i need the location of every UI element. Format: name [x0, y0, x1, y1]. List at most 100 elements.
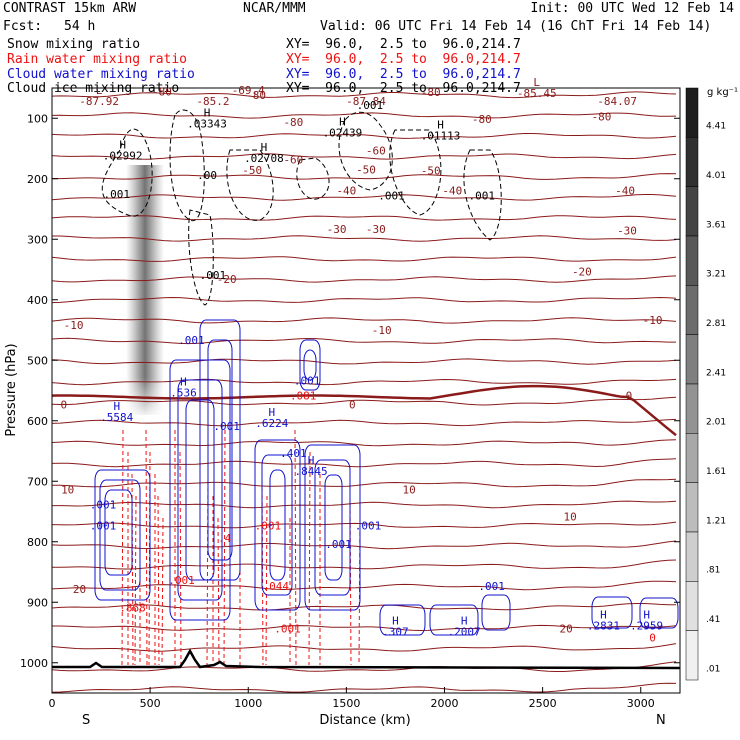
temperature-label: 0 [60, 399, 67, 412]
colorbar-swatch [685, 235, 699, 286]
contour-value-label: .5584 [100, 411, 133, 424]
extremum-mark: L [96, 84, 103, 97]
cloud-contour [481, 594, 511, 631]
isotherm [52, 358, 677, 365]
ice-contour [101, 128, 153, 217]
colorbar-label: 1.21 [706, 516, 726, 526]
extremum-mark: L [533, 76, 540, 89]
isotherm [52, 133, 677, 139]
contour-value-label: .868 [119, 601, 146, 614]
contour-value-label: .001 [200, 269, 227, 282]
isotherm [52, 500, 677, 509]
y-tick-label: 600 [27, 415, 48, 428]
contour-value-label: .00 [197, 169, 217, 182]
cloud-contour [324, 474, 343, 581]
colorbar-swatch [685, 630, 699, 681]
contour-value-label: .8445 [294, 465, 327, 478]
ice-contour [463, 149, 502, 241]
contour-value-label: .001 [469, 189, 496, 202]
extremum-mark: H [461, 615, 468, 628]
isotherm [52, 478, 677, 488]
temperature-isotherms [52, 91, 677, 693]
contour-value-label: .001 [90, 520, 117, 533]
isotherm [52, 317, 677, 324]
ice-contour [389, 129, 442, 216]
contour-value-label: .001 [355, 520, 382, 533]
isotherm-zero [52, 384, 677, 437]
plot-frame [51, 87, 681, 694]
init-time: Init: 00 UTC Wed 12 Feb 14 [530, 1, 735, 16]
contour-value-label: -84.07 [597, 95, 637, 108]
rain-contour [217, 517, 220, 666]
contour-value-label: -85.2 [196, 95, 229, 108]
field-rain-xy: XY= 96.0, 2.5 to 96.0,214.7 [286, 52, 521, 67]
x-end-left: S [82, 713, 90, 728]
isotherm [52, 580, 677, 591]
colorbar-swatch [685, 383, 699, 434]
isotherm [52, 378, 677, 386]
isotherm [52, 682, 677, 693]
contour-value-label: .02708 [244, 152, 284, 165]
y-tick-label: 1000 [20, 657, 48, 670]
contour-value-label: .044 [262, 580, 289, 593]
temperature-label: -40 [442, 184, 462, 197]
temperature-label: 0 [349, 399, 356, 412]
colorbar-swatch [685, 87, 699, 138]
isotherm [52, 540, 677, 550]
contour-value-label: -85.45 [517, 87, 557, 100]
colorbar: 4.41 4.01 3.61 3.21 2.81 2.41 2.01 1.61 1.21 .81.… [685, 87, 726, 681]
contour-value-label: .2831 [587, 619, 620, 632]
x-tick-label: 0 [49, 697, 56, 710]
colorbar-swatch [685, 482, 699, 533]
extremum-mark: H [268, 406, 275, 419]
cloud-contour [207, 339, 233, 561]
isotherm [52, 337, 676, 345]
isotherm [52, 235, 677, 242]
colorbar-label: .01 [706, 664, 720, 674]
x-axis-label: Distance (km) [319, 713, 410, 728]
rain-contour [145, 429, 148, 666]
isotherm [52, 296, 677, 304]
y-axis-label: Pressure (hPa) [4, 343, 19, 436]
y-tick-label: 100 [27, 112, 48, 125]
field-cloudwater-name: Cloud water mixing ratio [7, 67, 195, 82]
x-tick-label: 3000 [627, 697, 655, 710]
colorbar-label: 3.21 [706, 270, 726, 280]
colorbar-swatch [685, 531, 699, 582]
isotherm [52, 661, 677, 672]
y-tick-label: 900 [27, 596, 48, 609]
contour-value-label: .001 [104, 188, 131, 201]
extremum-mark: H [261, 141, 268, 154]
isotherm [52, 215, 677, 221]
temperature-label: -50 [421, 165, 441, 178]
cloud-contour [94, 469, 151, 601]
contour-value-label: .307 [382, 626, 409, 639]
cloud-contour [591, 596, 633, 629]
field-snow-name: Snow mixing ratio [7, 37, 141, 52]
temperature-label: -80 [472, 113, 492, 126]
x-end-right: N [656, 713, 666, 728]
colorbar-label: 1.61 [706, 467, 726, 477]
y-tick-label: 700 [27, 475, 48, 488]
colorbar-label: 4.01 [706, 171, 726, 181]
cloud-contour [379, 604, 426, 636]
contour-value-label: .02439 [323, 126, 363, 139]
y-tick-label: 500 [27, 354, 48, 367]
isotherm [52, 458, 677, 468]
extremum-mark: H [339, 115, 346, 128]
isotherm [52, 521, 677, 529]
colorbar-label: 2.41 [706, 368, 726, 378]
field-snow-xy: XY= 96.0, 2.5 to 96.0,214.7 [286, 37, 521, 52]
field-cloudwater-xy: XY= 96.0, 2.5 to 96.0,214.7 [286, 67, 521, 82]
cloud-contour [303, 349, 317, 381]
temperature-label: -30 [327, 223, 347, 236]
temperature-label: -30 [617, 224, 637, 237]
forecast-hour: 54 h [64, 19, 96, 34]
temperature-label: -60 [283, 154, 303, 167]
extremum-mark: H [204, 106, 211, 119]
isotherm [52, 418, 677, 427]
contour-value-label: .001 [294, 374, 321, 387]
temperature-label: 10 [61, 483, 74, 496]
rain-contour [161, 517, 164, 666]
cloud-contour [429, 604, 479, 636]
